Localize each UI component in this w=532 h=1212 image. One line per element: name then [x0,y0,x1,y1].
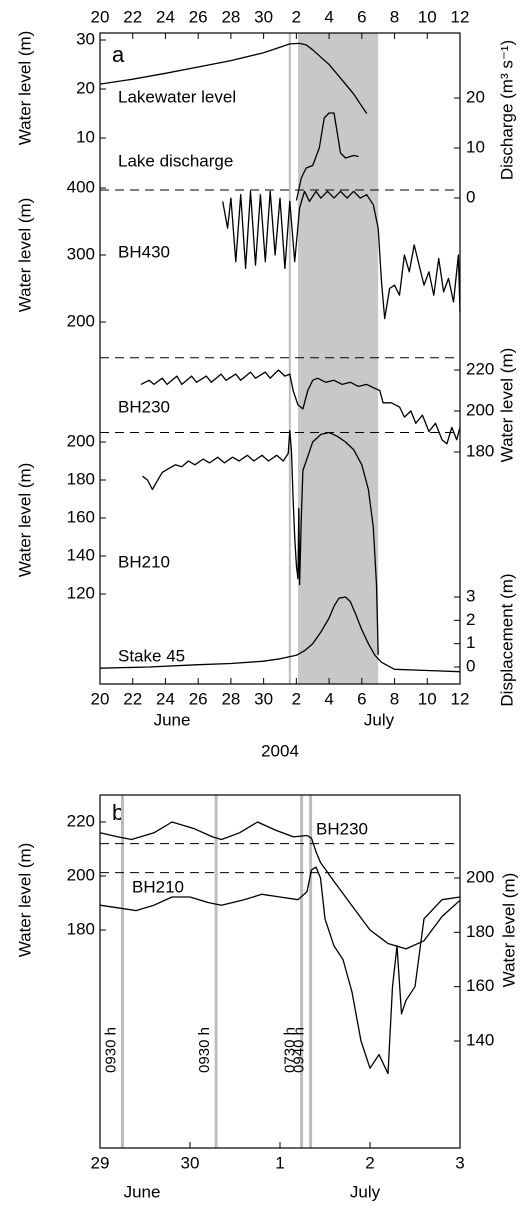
y-tick-label: 10 [76,127,95,146]
series-label: BH230 [316,819,368,838]
y-tick-label: 160 [67,507,95,526]
x-tick-label: 12 [451,7,470,26]
y-tick-label: 220 [67,811,95,830]
data-line [99,596,461,673]
x-tick-label: 6 [357,7,366,26]
y2-tick-label: 200 [466,867,494,886]
y-tick-label: 200 [67,431,95,450]
data-line [295,112,359,201]
month-label: June [124,1182,161,1201]
data-line [142,429,379,655]
data-line [99,821,461,950]
y2-tick-label: 160 [466,976,494,995]
panel-label: a [112,42,125,67]
x-tick-label: 3 [455,1153,464,1172]
x-axis-label: 2004 [261,741,299,760]
series-label: BH210 [132,877,184,896]
y-axis-label: Water level (m) [15,463,34,578]
x-tick-label: 22 [123,7,142,26]
x-tick-label: 30 [254,689,273,708]
y2-tick-label: 180 [466,922,494,941]
data-line [140,369,461,445]
x-tick-label: 29 [91,1153,110,1172]
data-line [99,42,368,114]
y2-tick-label: 1 [466,633,475,652]
y2-tick-label: 180 [466,441,494,460]
series-label: BH230 [118,397,170,416]
month-label: July [350,1182,381,1201]
event-label: 0930 h [196,1027,213,1073]
x-tick-label: 24 [156,7,175,26]
event-label: 0930 h [102,1027,119,1073]
y2-axis-label: Discharge (m³ s⁻¹) [497,40,516,180]
x-tick-label: 6 [357,689,366,708]
y2-tick-label: 220 [466,359,494,378]
y-tick-label: 180 [67,469,95,488]
y2-axis-label: Water level (m) [497,348,516,463]
y-tick-label: 30 [76,29,95,48]
x-tick-label: 2 [365,1153,374,1172]
y-tick-label: 140 [67,545,95,564]
y-tick-label: 120 [67,583,95,602]
x-tick-label: 8 [390,689,399,708]
x-tick-label: 8 [390,7,399,26]
y2-axis-label: Water level (m) [499,873,518,988]
data-line [99,866,461,1075]
y2-tick-label: 140 [466,1030,494,1049]
plot-frame [99,794,461,1149]
x-tick-label: 4 [324,7,333,26]
series-label: Lakewater level [118,87,236,106]
x-tick-label: 24 [156,689,175,708]
x-tick-label: 10 [418,689,437,708]
x-tick-label: 12 [451,689,470,708]
x-tick-label: 20 [91,689,110,708]
y-tick-label: 20 [76,78,95,97]
x-tick-label: 30 [254,7,273,26]
month-label: July [364,710,395,729]
y-tick-label: 400 [67,177,95,196]
x-tick-label: 4 [324,689,333,708]
y2-axis-label: Displacement (m) [497,573,516,706]
data-line [222,190,461,320]
y2-tick-label: 3 [466,586,475,605]
series-label: BH430 [118,242,170,261]
y-axis-label: Water level (m) [15,198,34,313]
y2-tick-label: 20 [466,87,485,106]
series-label: Lake discharge [118,151,233,170]
y2-tick-label: 0 [466,656,475,675]
y2-tick-label: 0 [466,187,475,206]
x-tick-label: 22 [123,689,142,708]
y2-tick-label: 10 [466,137,485,156]
plot-frame [99,32,461,685]
x-tick-label: 1 [275,1153,284,1172]
y-axis-label: Water level (m) [15,31,34,146]
x-tick-label: 26 [189,689,208,708]
x-tick-label: 2 [292,689,301,708]
event-label: 0940 h [291,1027,308,1073]
y-tick-label: 300 [67,244,95,263]
series-label: BH210 [118,552,170,571]
x-tick-label: 10 [418,7,437,26]
y2-tick-label: 2 [466,610,475,629]
x-tick-label: 28 [221,7,240,26]
shaded-period [298,33,379,684]
event-label: 0730 h [282,1027,299,1073]
x-tick-label: 26 [189,7,208,26]
y2-tick-label: 200 [466,400,494,419]
series-label: Stake 45 [118,646,185,665]
y-axis-label: Water level (m) [15,843,34,958]
y-tick-label: 200 [67,865,95,884]
y-tick-label: 180 [67,919,95,938]
x-tick-label: 28 [221,689,240,708]
month-label: June [154,710,191,729]
y-tick-label: 200 [67,311,95,330]
x-tick-label: 20 [91,7,110,26]
x-tick-label: 30 [181,1153,200,1172]
x-tick-label: 2 [292,7,301,26]
